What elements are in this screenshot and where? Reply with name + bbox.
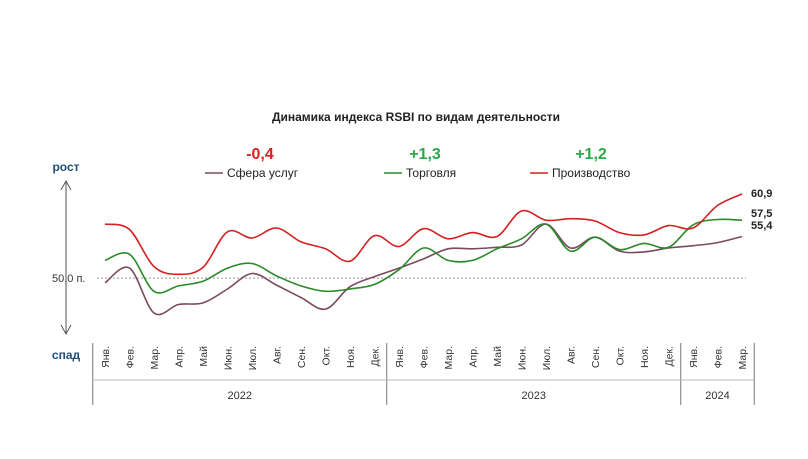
- series-line-services: [104, 223, 743, 316]
- y-axis-top-label: рост: [52, 160, 79, 174]
- x-tick-label: Фев.: [713, 346, 725, 368]
- series-change-services: -0,4: [246, 146, 274, 163]
- year-label: 2023: [522, 390, 546, 402]
- x-tick-label: Июн.: [517, 346, 529, 370]
- x-tick-label: Авг.: [272, 346, 284, 364]
- x-tick-label: Дек.: [664, 346, 676, 366]
- chart-title: Динамика индекса RSBI по видам деятельно…: [272, 110, 560, 124]
- legend-label-services: Сфера услуг: [227, 166, 299, 180]
- x-tick-label: Мар.: [443, 346, 455, 369]
- x-tick-label: Мар.: [149, 346, 161, 369]
- x-tick-label: Июн.: [223, 346, 235, 370]
- x-tick-label: Янв.: [394, 346, 406, 368]
- x-tick-label: Апр.: [174, 346, 186, 367]
- year-label: 2022: [228, 390, 252, 402]
- x-tick-label: Окт.: [615, 346, 627, 365]
- x-tick-label: Ноя.: [345, 346, 357, 368]
- end-label-services: 55,4: [751, 220, 773, 232]
- x-tick-label: Июл.: [541, 346, 553, 370]
- x-tick-label: Мар.: [737, 346, 749, 369]
- x-tick-label: Сен.: [296, 346, 308, 368]
- series-line-trade: [104, 218, 743, 294]
- x-tick-label: Апр.: [468, 346, 480, 367]
- end-label-trade: 57,5: [751, 208, 772, 220]
- x-tick-label: Янв.: [688, 346, 700, 368]
- y-axis-arrow-up: [60, 179, 72, 191]
- y-axis-arrow-down: [60, 324, 72, 336]
- y-axis-bottom-label: спад: [52, 348, 81, 362]
- x-tick-label: Авг.: [566, 346, 578, 364]
- x-tick-label: Янв.: [100, 346, 112, 368]
- year-label: 2024: [705, 390, 729, 402]
- x-tick-label: Дек.: [370, 346, 382, 366]
- x-tick-label: Фев.: [125, 346, 137, 368]
- x-tick-label: Ноя.: [639, 346, 651, 368]
- series-change-trade: +1,3: [409, 146, 441, 163]
- x-tick-label: Июл.: [247, 346, 259, 370]
- x-tick-label: Фев.: [419, 346, 431, 368]
- x-tick-label: Сен.: [590, 346, 602, 368]
- x-tick-label: Окт.: [321, 346, 333, 365]
- series-line-production: [104, 193, 743, 276]
- legend-label-trade: Торговля: [406, 166, 456, 180]
- x-tick-label: Май: [198, 346, 210, 367]
- series-change-production: +1,2: [575, 146, 607, 163]
- legend-label-production: Производство: [552, 166, 631, 180]
- end-label-production: 60,9: [751, 188, 772, 200]
- x-tick-label: Май: [492, 346, 504, 367]
- reference-line-label: 50,0 п.: [52, 273, 85, 285]
